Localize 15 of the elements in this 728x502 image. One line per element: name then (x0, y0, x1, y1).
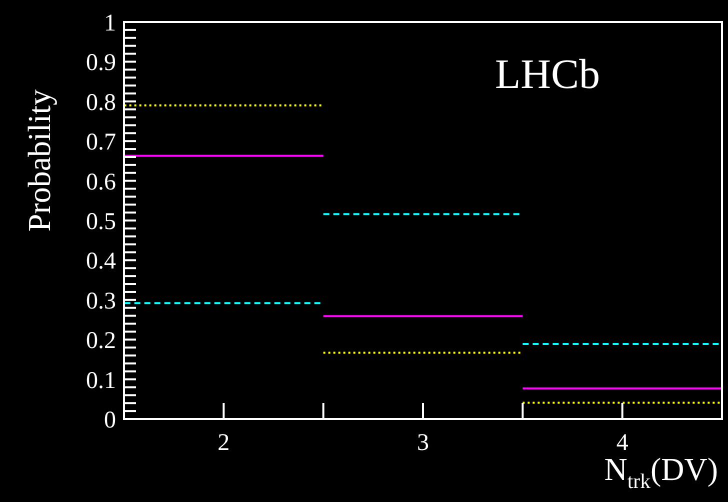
y-tick-label: 0.5 (86, 209, 116, 236)
x-tick-label: 3 (417, 430, 429, 456)
y-tick-label: 0.6 (86, 169, 116, 196)
y-axis-title: Probability (21, 89, 57, 232)
y-tick-label: 0.8 (86, 90, 116, 116)
annotation: LHCb (495, 52, 600, 98)
y-tick-label: 0.3 (86, 288, 116, 314)
y-tick-label: 0.4 (86, 248, 116, 275)
y-tick-label: 0.7 (86, 130, 116, 156)
y-tick-label: 0.9 (86, 50, 116, 76)
y-tick-label: 0.1 (86, 368, 116, 394)
y-tick-label: 1 (104, 10, 116, 37)
y-tick-label: 0.2 (86, 328, 116, 354)
x-tick-label: 2 (218, 430, 230, 456)
y-tick-label: 0 (104, 408, 116, 434)
